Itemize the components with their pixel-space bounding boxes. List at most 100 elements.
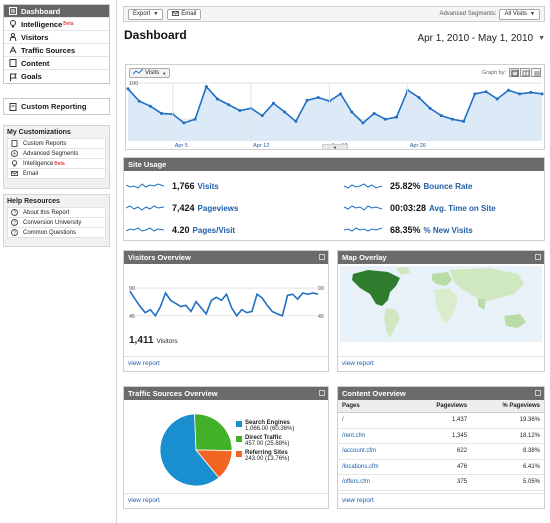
help-icon: ? xyxy=(11,218,19,227)
metric-link[interactable]: Avg. Time on Site xyxy=(429,203,496,213)
metric-value: 4.20 xyxy=(172,225,190,235)
col-pages: Pages xyxy=(338,400,410,413)
help-resources-panel: Help Resources ? About this Report ? Con… xyxy=(3,194,110,247)
date-range-text: Apr 1, 2010 - May 1, 2010 xyxy=(417,33,534,44)
content-view-report-link[interactable]: view report xyxy=(342,497,374,504)
map-south-america xyxy=(384,308,400,338)
metric-link[interactable]: Bounce Rate xyxy=(423,181,473,191)
chevron-down-icon: ▼ xyxy=(153,11,159,17)
y-tick-label-right: 90 xyxy=(318,286,324,292)
data-point xyxy=(350,110,354,114)
panel-menu-icon[interactable] xyxy=(535,390,541,396)
visitors-count-value: 1,411 xyxy=(129,335,154,346)
content-overview-header: Content Overview xyxy=(338,387,544,400)
map-overlay-panel: Map Overlay view report xyxy=(337,250,545,372)
legend-swatch xyxy=(236,451,242,457)
nav-content[interactable]: Content xyxy=(4,57,109,70)
email-button[interactable]: Email xyxy=(167,8,202,20)
chart-collapse-handle[interactable]: ▼ xyxy=(322,144,348,150)
metric-select[interactable]: Visits ▼ xyxy=(129,68,171,78)
pct-cell: 18.12% xyxy=(471,428,544,444)
export-button[interactable]: Export ▼ xyxy=(128,8,164,20)
flag-icon xyxy=(9,73,17,81)
data-point xyxy=(294,119,298,123)
table-row: /rent.cfm 1,345 18.12% xyxy=(338,428,544,444)
legend-detail: 457.00 (25.88%) xyxy=(245,441,290,447)
world-map[interactable] xyxy=(338,264,544,356)
table-header-row: Pages Pageviews % Pageviews xyxy=(338,400,544,413)
nav-traffic-sources[interactable]: Traffic Sources xyxy=(4,44,109,57)
metric-link[interactable]: % New Visits xyxy=(423,225,473,235)
graph-by-week-button[interactable] xyxy=(520,68,530,77)
panel-menu-icon[interactable] xyxy=(319,254,325,260)
segments-select[interactable]: All Visits ▼ xyxy=(499,8,540,20)
nav-label: Goals xyxy=(21,72,42,81)
pageviews-cell: 622 xyxy=(409,443,472,460)
metric-avg-time: 00:03:28 Avg. Time on Site xyxy=(344,203,496,213)
series-line xyxy=(127,85,543,124)
legend-direct-traffic: Direct Traffic 457.00 (25.88%) xyxy=(236,435,328,447)
legend-referring-sites: Referring Sites 243.00 (13.76%) xyxy=(236,450,328,462)
content-overview-panel: Content Overview Pages Pageviews % Pagev… xyxy=(337,386,545,509)
nav-dashboard[interactable]: Dashboard xyxy=(4,5,109,18)
col-pct-pageviews: % Pageviews xyxy=(471,400,544,413)
page-link[interactable]: / xyxy=(342,417,344,424)
segment-icon xyxy=(11,149,19,158)
visitors-count-label: Visitors xyxy=(156,338,178,345)
map-view-report-link[interactable]: view report xyxy=(342,360,374,367)
series-line xyxy=(129,290,319,318)
nav-label: Dashboard xyxy=(21,6,61,16)
pct-cell: 6.41% xyxy=(471,459,544,475)
map-africa xyxy=(434,288,458,324)
page-link[interactable]: /offers.cfm xyxy=(342,479,370,486)
page-link[interactable]: /rent.cfm xyxy=(342,432,366,439)
metric-link[interactable]: Visits xyxy=(197,181,219,191)
main-nav: Dashboard Intelligence Beta Visitors Traf… xyxy=(3,4,110,84)
panel-menu-icon[interactable] xyxy=(319,390,325,396)
beta-badge: Beta xyxy=(54,160,65,167)
traffic-view-report-link[interactable]: view report xyxy=(128,497,160,504)
page-link[interactable]: /account.cfm xyxy=(342,448,377,455)
graph-by-day-button[interactable] xyxy=(509,68,519,77)
nav-intelligence[interactable]: Intelligence Beta xyxy=(4,18,109,31)
traffic-sources-title: Traffic Sources Overview xyxy=(128,389,218,398)
segments-label: Advanced Segments: xyxy=(439,11,497,17)
nav-label: Visitors xyxy=(21,32,49,42)
visitors-count: 1,411 Visitors xyxy=(129,335,178,346)
date-range-picker[interactable]: Apr 1, 2010 - May 1, 2010 ▼ xyxy=(417,33,545,44)
visitors-view-report-link[interactable]: view report xyxy=(128,360,160,367)
bulb-icon xyxy=(9,20,17,28)
pct-cell: 19.36% xyxy=(471,412,544,429)
map-india xyxy=(478,298,486,310)
data-point xyxy=(484,90,488,94)
content-overview-title: Content Overview xyxy=(342,389,406,398)
nav-label: Content xyxy=(21,58,50,68)
data-point xyxy=(450,117,454,121)
common-questions-link[interactable]: ? Common Questions xyxy=(7,227,106,238)
site-usage-title: Site Usage xyxy=(128,160,167,169)
metric-link[interactable]: Pages/Visit xyxy=(192,225,236,235)
graph-by-month-button[interactable] xyxy=(531,68,541,77)
map-asia xyxy=(450,268,524,302)
map-north-america xyxy=(352,270,400,306)
custom-reporting-link[interactable]: Custom Reporting xyxy=(3,98,110,115)
nav-goals[interactable]: Goals xyxy=(4,70,109,83)
legend-detail: 243.00 (13.76%) xyxy=(245,456,290,462)
metric-label: Visits xyxy=(145,70,160,76)
svg-text:?: ? xyxy=(13,210,16,216)
nav-visitors[interactable]: Visitors xyxy=(4,31,109,44)
visitors-chart-plot: 90 45 90 45 xyxy=(129,286,324,320)
data-point xyxy=(126,87,130,91)
metric-link[interactable]: Pageviews xyxy=(197,203,239,213)
table-row: / 1,437 19.36% xyxy=(338,412,544,429)
panel-menu-icon[interactable] xyxy=(535,254,541,260)
map-overlay-title: Map Overlay xyxy=(342,253,387,262)
sparkline xyxy=(126,183,164,189)
pageviews-cell: 1,345 xyxy=(409,428,472,444)
email-link[interactable]: Email xyxy=(7,168,106,179)
page-link[interactable]: /locations.cfm xyxy=(342,463,379,470)
divider xyxy=(124,493,328,494)
metric-bounce-rate: 25.82% Bounce Rate xyxy=(344,181,472,191)
toolbar: Export ▼ Email Advanced Segments: All Vis… xyxy=(123,6,545,22)
